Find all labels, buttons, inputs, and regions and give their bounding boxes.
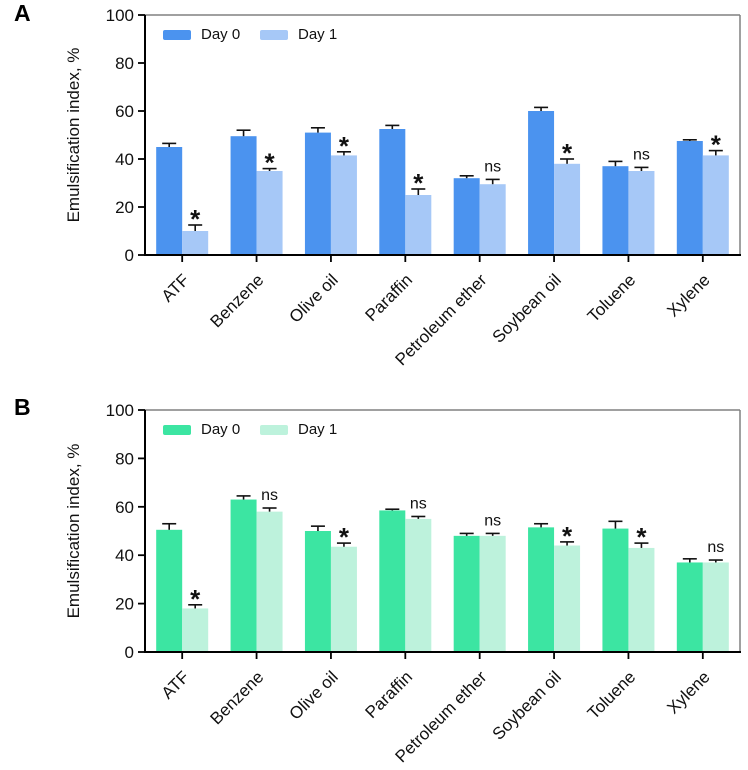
significance-label: * [711, 130, 722, 160]
significance-label: ns [410, 495, 427, 512]
bar-day1-xylene [702, 562, 729, 652]
x-tick-label: Toluene [584, 270, 640, 326]
bar-day1-paraffin [405, 195, 432, 255]
y-tick-label: 80 [115, 54, 134, 73]
bar-day0-benzene [230, 499, 257, 652]
x-tick-label: Olive oil [286, 667, 342, 723]
x-tick-label: Xylene [663, 667, 713, 717]
significance-label: ns [633, 146, 650, 163]
panel-b: B Emulsification index, % ATF * Benzene ns O… [0, 385, 748, 770]
bar-day1-petroleum-ether [479, 184, 506, 255]
legend-label-day1: Day 1 [298, 421, 337, 438]
bar-day1-soybean-oil [554, 163, 581, 255]
bar-day0-xylene [676, 141, 703, 255]
x-tick-label: Toluene [584, 667, 640, 723]
legend-label-day0: Day 0 [201, 26, 240, 43]
significance-label: ns [484, 158, 501, 175]
bar-day1-olive-oil [330, 155, 357, 255]
bar-day1-atf [182, 231, 209, 255]
bar-day1-xylene [702, 155, 729, 255]
significance-label: * [413, 168, 424, 198]
legend-swatch-day1 [260, 425, 288, 435]
bar-day1-atf [182, 608, 209, 652]
x-tick-label: Soybean oil [489, 270, 565, 346]
bar-day1-benzene [256, 511, 283, 652]
bar-day1-benzene [256, 171, 283, 255]
significance-label: * [562, 138, 573, 168]
x-tick-label: Paraffin [361, 270, 416, 325]
panel-a-chart: ATF*Benzene*Olive oil*Paraffin*Petroleum… [106, 6, 741, 369]
y-tick-label: 40 [115, 546, 134, 565]
significance-label: * [190, 204, 201, 234]
y-tick-label: 0 [125, 643, 134, 662]
y-tick-label: 60 [115, 102, 134, 121]
legend-label-day1: Day 1 [298, 26, 337, 43]
bar-day0-toluene [602, 528, 629, 652]
significance-label: * [265, 148, 276, 178]
bar-day1-petroleum-ether [479, 535, 506, 652]
x-tick-label: Soybean oil [489, 667, 565, 743]
significance-label: ns [484, 512, 501, 529]
legend-label-day0: Day 0 [201, 421, 240, 438]
x-tick-label: ATF [158, 667, 193, 702]
significance-label: * [190, 584, 201, 614]
significance-label: ns [261, 487, 278, 504]
bar-day0-petroleum-ether [453, 535, 480, 652]
legend-swatch-day1 [260, 30, 288, 40]
legend-swatch-day0 [163, 30, 191, 40]
panel-a-label: A [14, 0, 31, 26]
bar-day0-atf [156, 529, 183, 652]
x-tick-label: Olive oil [286, 270, 342, 326]
bar-day0-soybean-oil [528, 527, 555, 652]
bar-day0-petroleum-ether [453, 178, 480, 255]
y-tick-label: 20 [115, 198, 134, 217]
bar-day0-soybean-oil [528, 111, 555, 255]
bar-day0-xylene [676, 562, 703, 652]
bar-day0-paraffin [379, 129, 406, 255]
legend-swatch-day0 [163, 425, 191, 435]
significance-label: * [562, 521, 573, 551]
significance-label: * [339, 131, 350, 161]
bar-day1-soybean-oil [554, 545, 581, 652]
significance-label: * [339, 522, 350, 552]
significance-label: ns [707, 539, 724, 556]
bar-day0-benzene [230, 136, 257, 255]
bar-day0-atf [156, 147, 183, 255]
panel-a: A Emulsification index, % ATF * Benzene * Ol… [14, 0, 741, 369]
bar-day1-olive-oil [330, 546, 357, 652]
y-tick-label: 20 [115, 595, 134, 614]
bar-day0-olive-oil [304, 132, 331, 255]
bar-day0-olive-oil [304, 531, 331, 652]
y-tick-label: 100 [106, 6, 134, 25]
y-tick-label: 0 [125, 246, 134, 265]
bar-day1-toluene [628, 547, 655, 652]
y-tick-label: 60 [115, 498, 134, 517]
x-tick-label: Benzene [206, 270, 267, 331]
bar-day1-paraffin [405, 518, 432, 652]
significance-label: * [636, 522, 647, 552]
y-tick-label: 80 [115, 449, 134, 468]
x-tick-label: Xylene [663, 270, 713, 320]
bar-day0-paraffin [379, 510, 406, 652]
x-tick-label: Benzene [206, 667, 267, 728]
x-tick-label: Paraffin [361, 667, 416, 722]
x-tick-label: ATF [158, 270, 193, 305]
bar-day0-toluene [602, 166, 629, 255]
y-tick-label: 40 [115, 150, 134, 169]
bar-day1-toluene [628, 171, 655, 255]
panel-b-label: B [14, 394, 31, 420]
y-tick-label: 100 [106, 401, 134, 420]
